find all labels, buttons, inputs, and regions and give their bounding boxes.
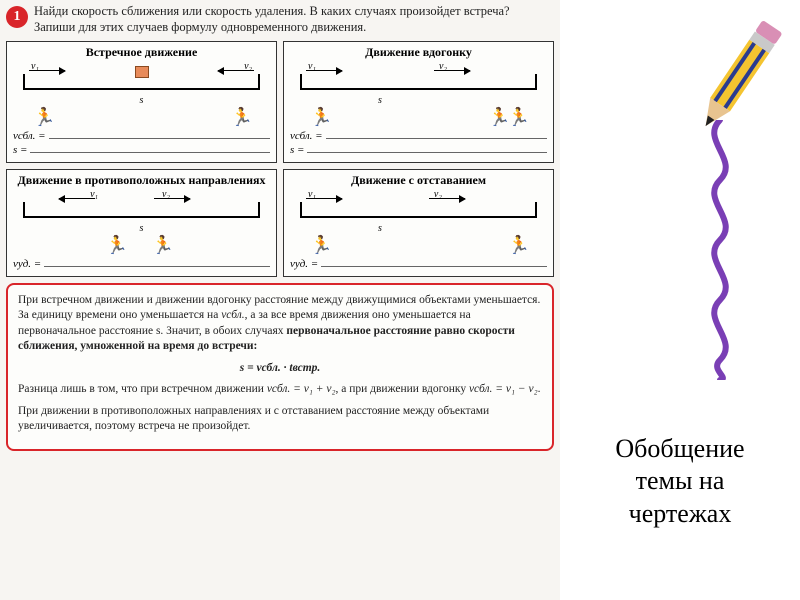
panel-title: Встречное движение — [13, 46, 270, 60]
formula-lhs: vуд. = — [13, 258, 41, 270]
caption-line: чертежах — [570, 498, 790, 531]
task-intro: 1 Найди скорость сближения или скорость … — [6, 4, 554, 35]
text: , а при движении вдогонку — [335, 383, 468, 395]
panel-lagging: Движение с отставанием v₁ v₂ s 🏃 🏃 vуд. … — [283, 169, 554, 277]
s-label: s — [13, 223, 270, 234]
summary-p3: При движении в противоположных направлен… — [18, 404, 542, 435]
figure-icon: 🏃 — [231, 108, 250, 126]
panel-oncoming: Встречное движение v₁ v₂ s 🏃 🏃 vсбл. = s… — [6, 41, 277, 163]
text: Разница лишь в том, что при встречном дв… — [18, 383, 267, 395]
s-label: s — [13, 95, 270, 106]
panel-opposite: Движение в противоположных направлениях … — [6, 169, 277, 277]
panel-title: Движение с отставанием — [290, 174, 547, 188]
text: . — [538, 383, 541, 395]
figure-icon: 🏃 — [33, 108, 52, 126]
formula-lhs: vсбл. = — [290, 130, 323, 142]
formula-lhs: vуд. = — [290, 258, 318, 270]
diagram-pursuit: v₁ v₂ s 🏃 🏃🏃 — [290, 64, 547, 124]
formula-blank: vуд. = — [290, 256, 547, 270]
summary-p2: Разница лишь в том, что при встречном дв… — [18, 382, 542, 398]
text: vсбл. = v₁ − v₂ — [469, 383, 538, 395]
formula-lhs: vсбл. = — [13, 130, 46, 142]
s-label: s — [290, 95, 470, 106]
formula-blank: vуд. = — [13, 256, 270, 270]
figure-icon: 🏃 — [508, 236, 527, 254]
figure-icon: 🏃 — [310, 236, 329, 254]
task-intro-text: Найди скорость сближения или скорость уд… — [34, 4, 554, 35]
diagram-opposite: v₁ v₂ s 🏃 🏃 — [13, 192, 270, 252]
diagram-lagging: v₁ v₂ s 🏃 🏃 — [290, 192, 547, 252]
task-number-badge: 1 — [6, 6, 28, 28]
text: vсбл. — [221, 309, 244, 321]
caption-line: Обобщение — [570, 433, 790, 466]
formula-blank: s = — [290, 142, 547, 156]
squiggle-icon — [690, 120, 750, 380]
summary-box: При встречном движении и движении вдогон… — [6, 283, 554, 451]
panel-pursuit: Движение вдогонку v₁ v₂ s 🏃 🏃🏃 vсбл. = s… — [283, 41, 554, 163]
figure-icon: 🏃🏃 — [488, 108, 527, 126]
panel-title: Движение вдогонку — [290, 46, 547, 60]
text: vсбл. = v₁ + v₂ — [267, 383, 336, 395]
caption-line: темы на — [570, 465, 790, 498]
s-label: s — [290, 223, 470, 234]
formula-lhs: s = — [290, 144, 304, 156]
figure-icon: 🏃 — [310, 108, 329, 126]
diagram-oncoming: v₁ v₂ s 🏃 🏃 — [13, 64, 270, 124]
formula-blank: vсбл. = — [13, 128, 270, 142]
slide-caption: Обобщение темы на чертежах — [570, 433, 790, 531]
summary-p1: При встречном движении и движении вдогон… — [18, 293, 542, 355]
formula-lhs: s = — [13, 144, 27, 156]
formula-blank: s = — [13, 142, 270, 156]
summary-formula: s = vсбл. · tвстр. — [18, 361, 542, 377]
formula-blank: vсбл. = — [290, 128, 547, 142]
figure-icon: 🏃 — [106, 236, 125, 254]
figure-icon: 🏃 — [152, 236, 171, 254]
panel-title: Движение в противоположных направлениях — [13, 174, 270, 188]
